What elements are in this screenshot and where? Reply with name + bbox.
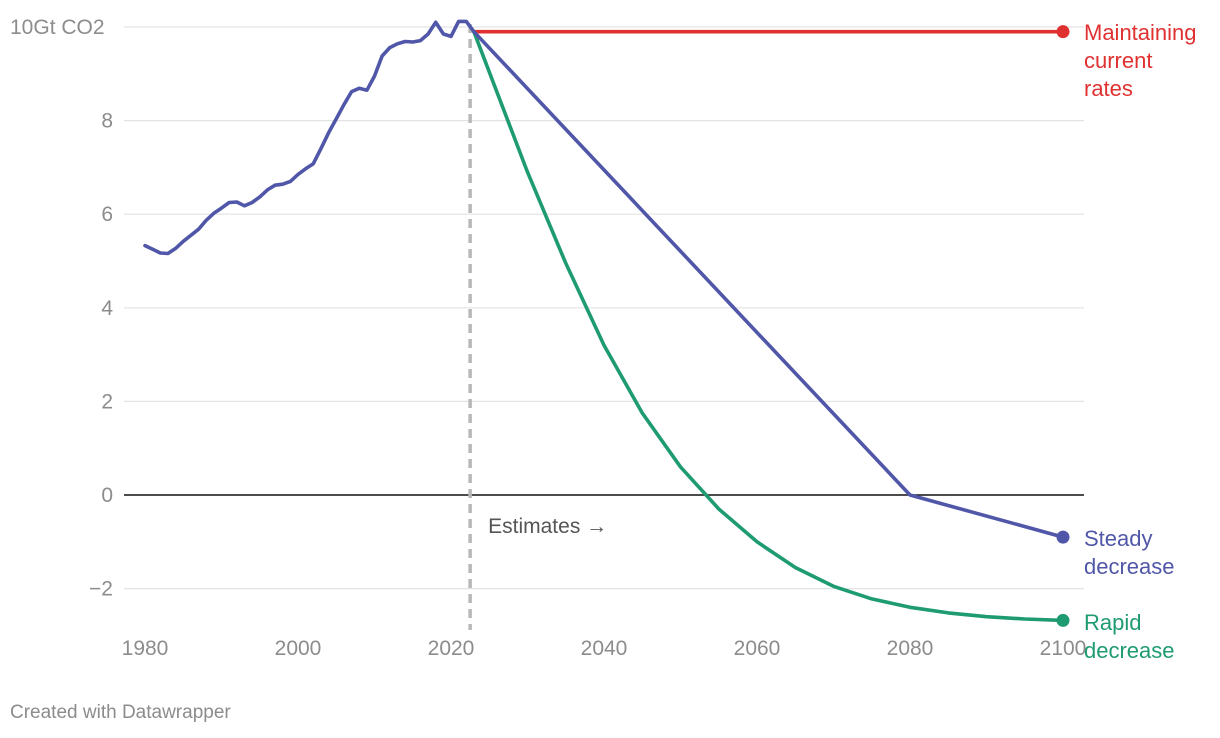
series-line-steady-decrease <box>472 29 1065 539</box>
series-endpoint <box>1056 25 1070 39</box>
y-tick-label: 8 <box>101 110 113 133</box>
x-tick-label: 2020 <box>428 637 475 660</box>
y-tick-label: 0 <box>101 484 113 507</box>
y-tick-label: 10Gt CO2 <box>10 16 105 39</box>
x-tick-label: 2100 <box>1040 637 1087 660</box>
x-tick-label: 2000 <box>275 637 322 660</box>
x-tick-label: 1980 <box>122 637 169 660</box>
series-label: decrease <box>1084 554 1175 579</box>
series-label: current <box>1084 48 1152 73</box>
series-endpoint <box>1056 530 1070 544</box>
x-tick-label: 2060 <box>734 637 781 660</box>
series-label: rates <box>1084 76 1133 101</box>
estimates-divider: Estimates → <box>468 24 607 630</box>
emissions-chart: −2 0 2 4 6 8 10Gt CO2 1980 2000 2020 2040 2060 2080… <box>10 16 1197 663</box>
series-line-rapid-decrease <box>472 29 1065 623</box>
y-tick-label: 4 <box>101 297 113 320</box>
series-labels: Maintaining current rates Steady decrease Rap… <box>1084 20 1197 663</box>
y-tick-label: 2 <box>101 390 113 413</box>
x-tick-label: 2080 <box>887 637 934 660</box>
datawrapper-credit: Created with Datawrapper <box>10 702 231 723</box>
series-label: Rapid <box>1084 610 1141 635</box>
series-lines <box>143 19 1070 627</box>
x-tick-label: 2040 <box>581 637 628 660</box>
series-label: Steady <box>1084 526 1153 551</box>
estimates-label: Estimates → <box>488 515 607 538</box>
series-label: Maintaining <box>1084 20 1197 45</box>
grid-lines <box>124 26 1084 590</box>
x-axis: 1980 2000 2020 2040 2060 2080 2100 <box>122 637 1087 660</box>
y-tick-label: −2 <box>89 578 113 601</box>
y-tick-label: 6 <box>101 203 113 226</box>
y-axis: −2 0 2 4 6 8 10Gt CO2 <box>10 16 113 601</box>
series-label: decrease <box>1084 638 1175 663</box>
series-endpoint <box>1056 613 1070 627</box>
series-line-historical <box>143 19 476 256</box>
